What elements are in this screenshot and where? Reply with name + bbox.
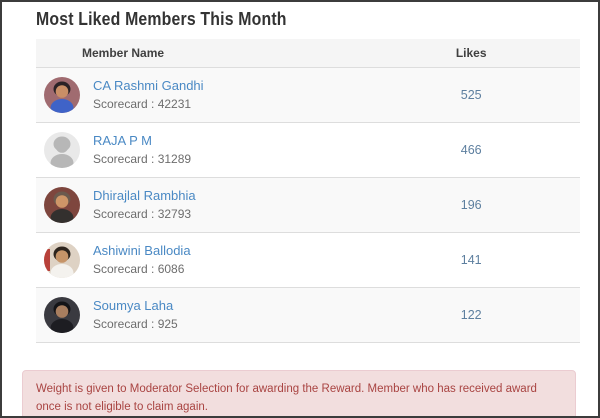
member-name-link[interactable]: Soumya Laha bbox=[93, 297, 174, 313]
person-face bbox=[55, 84, 69, 98]
table-row: CA Rashmi Gandhi Scorecard : 42231 525 bbox=[36, 67, 580, 122]
reward-info-alert: Weight is given to Moderator Selection f… bbox=[22, 369, 576, 416]
scorecard-value: 31289 bbox=[157, 152, 192, 167]
person-body bbox=[50, 208, 74, 223]
scorecard-label: Scorecard : bbox=[93, 317, 155, 332]
most-liked-members-table: Member Name Likes bbox=[36, 39, 580, 343]
person-body bbox=[50, 318, 74, 333]
member-avatar[interactable] bbox=[44, 131, 80, 168]
member-avatar[interactable] bbox=[44, 76, 80, 113]
member-scorecard: Scorecard : 31289 bbox=[93, 151, 191, 167]
member-scorecard: Scorecard : 42231 bbox=[93, 96, 204, 112]
table-row: Dhirajlal Rambhia Scorecard : 32793 196 bbox=[36, 177, 580, 232]
members-table-container: Member Name Likes bbox=[36, 39, 580, 343]
member-name-link[interactable]: CA Rashmi Gandhi bbox=[93, 77, 204, 93]
member-avatar[interactable] bbox=[44, 241, 80, 278]
scorecard-value: 32793 bbox=[157, 207, 192, 222]
member-name-link[interactable]: Dhirajlal Rambhia bbox=[93, 187, 196, 203]
table-header-row: Member Name Likes bbox=[36, 39, 580, 67]
scorecard-label: Scorecard : bbox=[93, 152, 155, 167]
scorecard-value: 6086 bbox=[157, 262, 185, 277]
person-body bbox=[50, 153, 74, 168]
avatar-accent bbox=[44, 248, 50, 271]
likes-count-link[interactable]: 525 bbox=[460, 87, 482, 102]
column-header-member-name: Member Name bbox=[36, 39, 363, 67]
person-face bbox=[55, 194, 69, 208]
person-body bbox=[50, 263, 74, 278]
table-row: RAJA P M Scorecard : 31289 466 bbox=[36, 122, 580, 177]
member-name-link[interactable]: Ashiwini Ballodia bbox=[93, 242, 191, 258]
person-face bbox=[55, 139, 69, 153]
scorecard-label: Scorecard : bbox=[93, 262, 155, 277]
scorecard-value: 925 bbox=[157, 317, 178, 332]
table-row: Soumya Laha Scorecard : 925 122 bbox=[36, 287, 580, 342]
scorecard-label: Scorecard : bbox=[93, 207, 155, 222]
person-face bbox=[55, 249, 69, 263]
likes-count-link[interactable]: 196 bbox=[460, 197, 482, 212]
person-body bbox=[50, 98, 74, 113]
likes-count-link[interactable]: 466 bbox=[460, 142, 482, 157]
likes-count-link[interactable]: 141 bbox=[460, 252, 482, 267]
table-row: Ashiwini Ballodia Scorecard : 6086 141 bbox=[36, 232, 580, 287]
member-avatar[interactable] bbox=[44, 296, 80, 333]
scorecard-value: 42231 bbox=[157, 97, 192, 112]
member-name-link[interactable]: RAJA P M bbox=[93, 132, 153, 148]
page-title: Most Liked Members This Month bbox=[36, 9, 287, 29]
member-scorecard: Scorecard : 32793 bbox=[93, 206, 196, 222]
member-scorecard: Scorecard : 6086 bbox=[93, 261, 191, 277]
column-header-likes: Likes bbox=[362, 39, 580, 67]
person-face bbox=[55, 304, 69, 318]
likes-count-link[interactable]: 122 bbox=[460, 307, 482, 322]
scorecard-label: Scorecard : bbox=[93, 97, 155, 112]
member-avatar[interactable] bbox=[44, 186, 80, 223]
member-scorecard: Scorecard : 925 bbox=[93, 316, 178, 332]
